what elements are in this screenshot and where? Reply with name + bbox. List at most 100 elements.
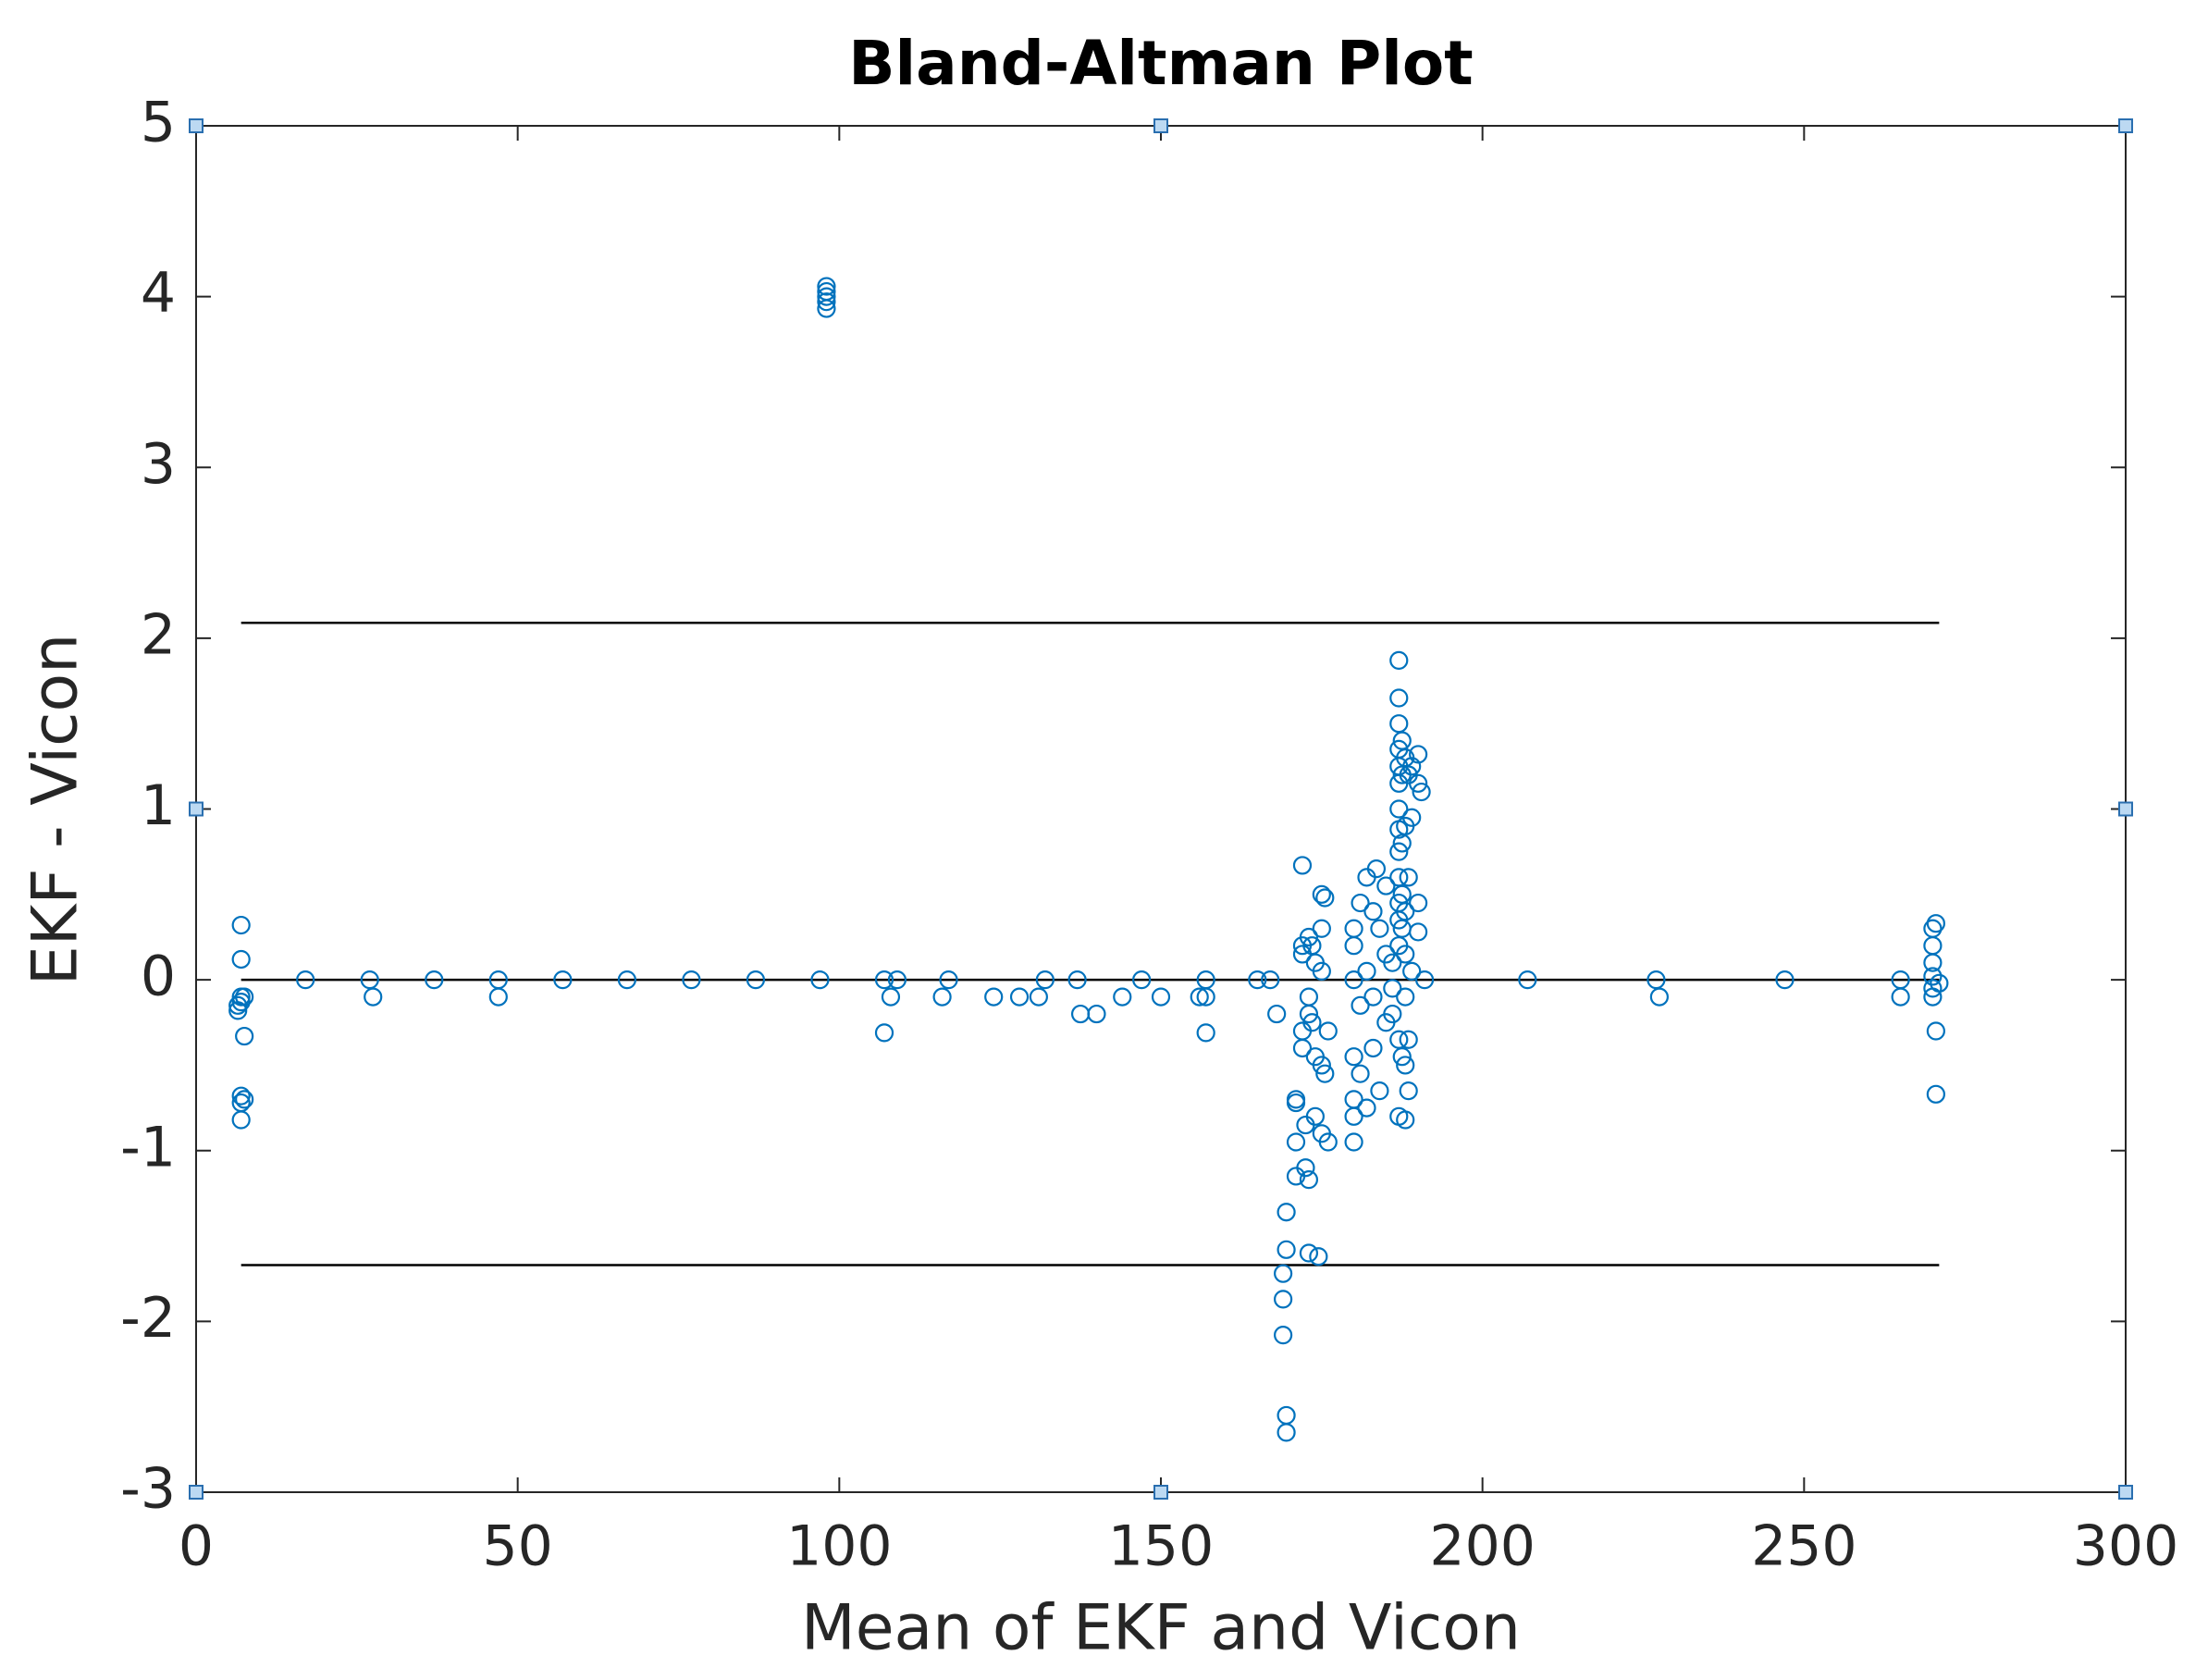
point [1357,868,1376,887]
point [1277,1203,1296,1222]
point [1370,1081,1389,1101]
point [1196,987,1215,1007]
point [1409,745,1428,764]
point [1409,922,1428,942]
point [1277,1405,1296,1426]
point [1923,979,1943,998]
point [553,970,573,990]
point [1412,782,1431,802]
selection-handle [189,801,204,817]
point [1248,970,1267,990]
point [1649,987,1669,1007]
point [1396,945,1415,964]
point [1344,919,1363,938]
point [1383,979,1402,998]
point [425,970,444,990]
point [1409,773,1428,793]
point [1274,1264,1293,1283]
point [1399,1030,1418,1049]
point [1389,868,1409,887]
point [1392,1047,1412,1067]
point [1389,842,1409,861]
point [1344,1132,1363,1152]
point [746,970,766,990]
point [488,987,508,1007]
point [1299,1170,1319,1190]
point [1286,1093,1306,1113]
point [1296,1158,1315,1178]
point [1344,970,1363,990]
x-tick-label: 100 [786,1514,893,1579]
point [817,292,836,312]
point [1376,876,1396,896]
point [1351,995,1370,1015]
point [1399,1081,1418,1101]
point [881,987,901,1007]
point [1396,1110,1415,1130]
point [1299,927,1319,947]
point [1312,919,1331,938]
point [817,281,836,302]
point [1318,1021,1338,1041]
point [1292,856,1313,875]
point [1315,1064,1335,1083]
point [1351,893,1370,913]
point [1305,1106,1325,1126]
x-axis-label: Mean of EKF and Vicon [801,1592,1521,1665]
y-tick-label: 4 [141,261,176,326]
point [1396,902,1415,921]
point [1009,987,1030,1007]
point [1312,884,1331,904]
selection-handle [2118,1485,2133,1500]
point [1926,1021,1945,1041]
point [1344,1106,1363,1126]
chart-title: Bland-Altman Plot [848,28,1474,99]
point [1357,961,1376,981]
point [1363,902,1383,921]
point [1363,1038,1383,1058]
point [1363,987,1383,1007]
point [1196,1023,1215,1043]
point [231,949,251,970]
point [617,970,636,990]
point [939,970,958,990]
x-tick-label: 300 [2073,1514,2179,1579]
point [1389,799,1409,819]
y-tick-label: -3 [120,1457,176,1522]
point [235,1026,254,1046]
point [1035,970,1055,990]
plot-frame [195,125,2127,1493]
point [810,970,830,990]
point [1409,893,1428,913]
point [1402,961,1422,981]
point [1029,987,1048,1007]
point [1274,1326,1293,1345]
x-tick-label: 200 [1429,1514,1536,1579]
point [1926,1084,1945,1104]
point [1923,936,1943,956]
point [364,987,383,1007]
point [1277,1423,1296,1442]
y-tick-label: -2 [120,1286,176,1351]
point [1344,1047,1363,1067]
point [1299,1243,1319,1263]
selection-handle [2118,801,2133,817]
point [1151,987,1171,1007]
point [1087,1004,1106,1024]
point [231,915,251,935]
point [1383,1004,1402,1024]
point [231,1086,251,1106]
point [1292,1038,1313,1058]
point [1396,1056,1415,1075]
point [1926,914,1945,933]
point [984,987,1004,1007]
point [231,1110,251,1130]
point [874,1023,894,1043]
selection-handle [189,118,204,133]
y-tick-label: 1 [141,773,176,838]
y-tick-label: 2 [141,602,176,667]
point [1389,714,1409,734]
point [1389,1030,1409,1049]
point [932,987,952,1007]
